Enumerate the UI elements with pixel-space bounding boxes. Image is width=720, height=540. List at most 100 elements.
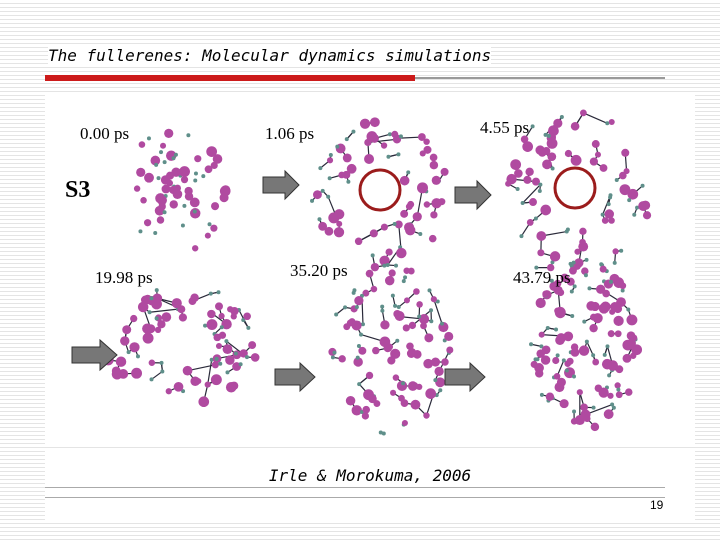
atom <box>218 331 227 339</box>
panel-time: 1.06 ps <box>265 124 314 143</box>
atom <box>640 200 651 211</box>
atom <box>351 129 356 134</box>
atom <box>625 388 633 396</box>
atom <box>346 163 357 174</box>
atom <box>368 394 377 404</box>
atom <box>390 348 401 359</box>
atom <box>354 296 364 306</box>
atom <box>572 374 577 379</box>
atom <box>418 314 430 325</box>
atom <box>201 174 206 179</box>
atom <box>351 320 362 331</box>
atom <box>142 332 154 344</box>
atom <box>538 148 547 157</box>
atom <box>210 374 222 386</box>
atom <box>149 296 154 301</box>
atom <box>608 217 615 224</box>
atom <box>547 125 559 137</box>
atom <box>204 232 211 239</box>
atom <box>162 160 167 165</box>
arrow <box>71 338 118 372</box>
atom <box>238 362 243 367</box>
bond <box>149 308 178 313</box>
atom <box>533 216 538 221</box>
atom <box>430 211 438 219</box>
atom <box>424 333 434 343</box>
atom <box>209 357 214 362</box>
atom <box>392 221 397 226</box>
atom <box>439 321 444 326</box>
atom <box>605 121 610 126</box>
atom <box>529 198 537 207</box>
atom <box>192 209 197 214</box>
atom <box>384 275 395 286</box>
atom <box>330 355 335 360</box>
atom <box>144 172 154 183</box>
atom <box>619 184 631 196</box>
atom <box>356 343 361 348</box>
atom <box>225 370 230 375</box>
atom <box>429 160 439 170</box>
atom <box>327 176 332 181</box>
atom <box>326 157 334 164</box>
atom <box>440 167 449 176</box>
atom <box>180 223 185 228</box>
atom <box>204 165 213 174</box>
atom <box>391 130 399 138</box>
atom <box>574 248 581 255</box>
atom <box>398 134 403 139</box>
atom <box>438 388 443 393</box>
atom <box>219 193 229 203</box>
atom <box>162 210 167 215</box>
atom <box>215 342 223 350</box>
panel-time: 43.79 ps <box>513 268 571 287</box>
atom <box>351 405 362 416</box>
atom <box>538 331 545 338</box>
atom <box>342 170 351 179</box>
atom <box>218 312 225 320</box>
atom <box>591 140 600 148</box>
atom <box>602 289 610 298</box>
atom <box>169 200 178 209</box>
bond <box>151 370 163 380</box>
atom <box>400 209 409 218</box>
atom <box>572 409 577 414</box>
atom <box>549 252 560 262</box>
atom <box>543 132 548 137</box>
atom <box>581 267 589 275</box>
atom <box>208 291 213 296</box>
atom <box>146 324 156 334</box>
atom <box>385 248 393 256</box>
atom <box>582 319 587 324</box>
atom <box>156 176 161 181</box>
atom <box>547 152 557 161</box>
atom <box>607 330 615 338</box>
figure: S3 0.00 ps 1.06 ps 4.55 ps 19.98 ps 35.2… <box>45 95 695 445</box>
atom <box>161 184 171 194</box>
atom <box>626 314 638 326</box>
atom <box>178 313 188 322</box>
atom <box>578 345 590 356</box>
atom <box>570 121 580 131</box>
atom <box>133 185 141 192</box>
atom <box>566 277 575 286</box>
atom <box>161 312 172 322</box>
atom <box>171 156 176 161</box>
atom <box>204 381 211 388</box>
highlight-circle <box>553 166 597 210</box>
atom <box>380 308 385 313</box>
atom <box>193 171 198 176</box>
atom <box>418 231 423 236</box>
bond <box>583 112 608 124</box>
bond <box>433 299 443 324</box>
atom <box>546 263 555 272</box>
atom <box>553 372 561 380</box>
atom <box>406 170 411 175</box>
bond <box>522 184 541 204</box>
panel-time: 19.98 ps <box>95 268 153 287</box>
atom <box>627 198 632 203</box>
atom <box>591 405 596 410</box>
atom <box>328 212 340 224</box>
atom <box>619 282 627 290</box>
